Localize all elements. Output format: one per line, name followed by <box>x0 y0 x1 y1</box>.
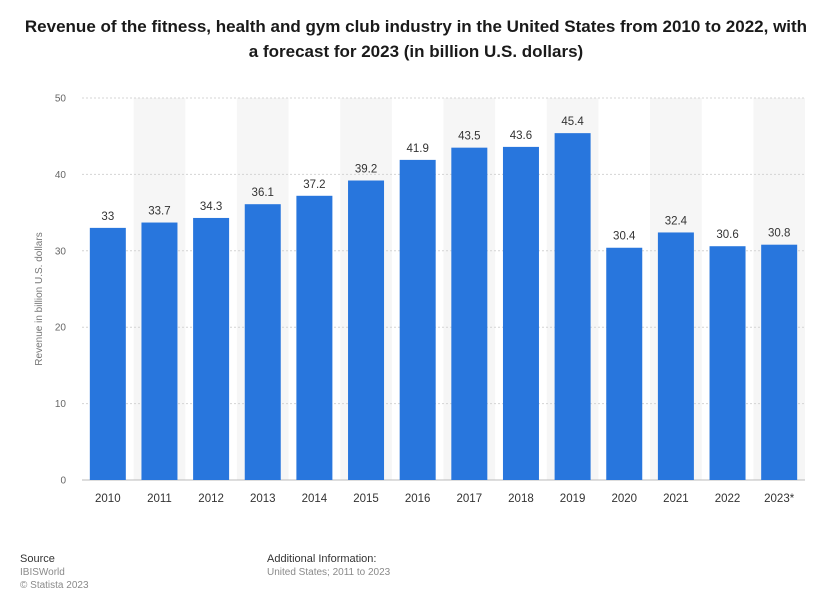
data-label: 30.8 <box>768 228 790 240</box>
bar <box>502 146 539 480</box>
x-tick-label: 2023* <box>764 493 795 505</box>
bar <box>348 180 385 480</box>
x-tick-label: 2014 <box>302 493 328 505</box>
x-tick-label: 2018 <box>508 493 534 505</box>
bar <box>296 195 333 481</box>
chart-title: Revenue of the fitness, health and gym c… <box>24 17 808 61</box>
data-label: 33.7 <box>148 206 170 218</box>
bar <box>709 246 746 480</box>
x-tick-label: 2021 <box>663 493 689 505</box>
x-tick-label: 2017 <box>457 493 483 505</box>
y-tick-label: 40 <box>55 170 67 181</box>
y-tick-label: 0 <box>60 476 66 487</box>
data-label: 39.2 <box>355 164 377 176</box>
source-name: IBISWorld <box>20 567 65 578</box>
x-tick-label: 2015 <box>353 493 379 505</box>
data-label: 33 <box>101 211 114 223</box>
data-label: 45.4 <box>561 116 584 128</box>
source-block: Source IBISWorld © Statista 2023 <box>20 553 89 592</box>
data-label: 43.5 <box>458 131 480 143</box>
bar <box>554 133 591 481</box>
data-label: 37.2 <box>303 179 325 191</box>
copyright-text: © Statista 2023 <box>20 580 89 591</box>
x-tick-label: 2020 <box>611 493 637 505</box>
additional-info-heading: Additional Information: <box>267 553 377 565</box>
bar <box>606 247 643 480</box>
bar <box>193 217 230 480</box>
y-tick-label: 10 <box>55 399 67 410</box>
bar <box>451 147 488 480</box>
additional-info-block: Additional Information: United States; 2… <box>267 553 390 579</box>
x-tick-label: 2016 <box>405 493 431 505</box>
data-label: 41.9 <box>406 143 428 155</box>
data-label: 43.6 <box>510 130 532 142</box>
x-tick-label: 2022 <box>715 493 741 505</box>
data-label: 34.3 <box>200 201 222 213</box>
y-axis-label: Revenue in billion U.S. dollars <box>34 232 45 365</box>
additional-info-text: United States; 2011 to 2023 <box>267 567 391 578</box>
bar <box>89 227 126 480</box>
source-heading: Source <box>20 553 55 565</box>
y-tick-label: 20 <box>55 323 67 334</box>
bar <box>761 244 798 480</box>
x-tick-label: 2019 <box>560 493 586 505</box>
x-tick-label: 2013 <box>250 493 276 505</box>
data-label: 36.1 <box>252 187 274 199</box>
data-label: 30.6 <box>716 229 738 241</box>
x-tick-label: 2010 <box>95 493 121 505</box>
x-tick-label: 2012 <box>198 493 224 505</box>
x-tick-label: 2011 <box>147 493 172 505</box>
y-tick-label: 50 <box>55 94 67 105</box>
bar <box>399 159 436 480</box>
data-label: 30.4 <box>613 231 636 243</box>
bar <box>141 222 178 481</box>
y-tick-label: 30 <box>55 246 67 257</box>
bar <box>657 232 694 480</box>
data-label: 32.4 <box>665 215 688 227</box>
bar <box>244 204 281 481</box>
